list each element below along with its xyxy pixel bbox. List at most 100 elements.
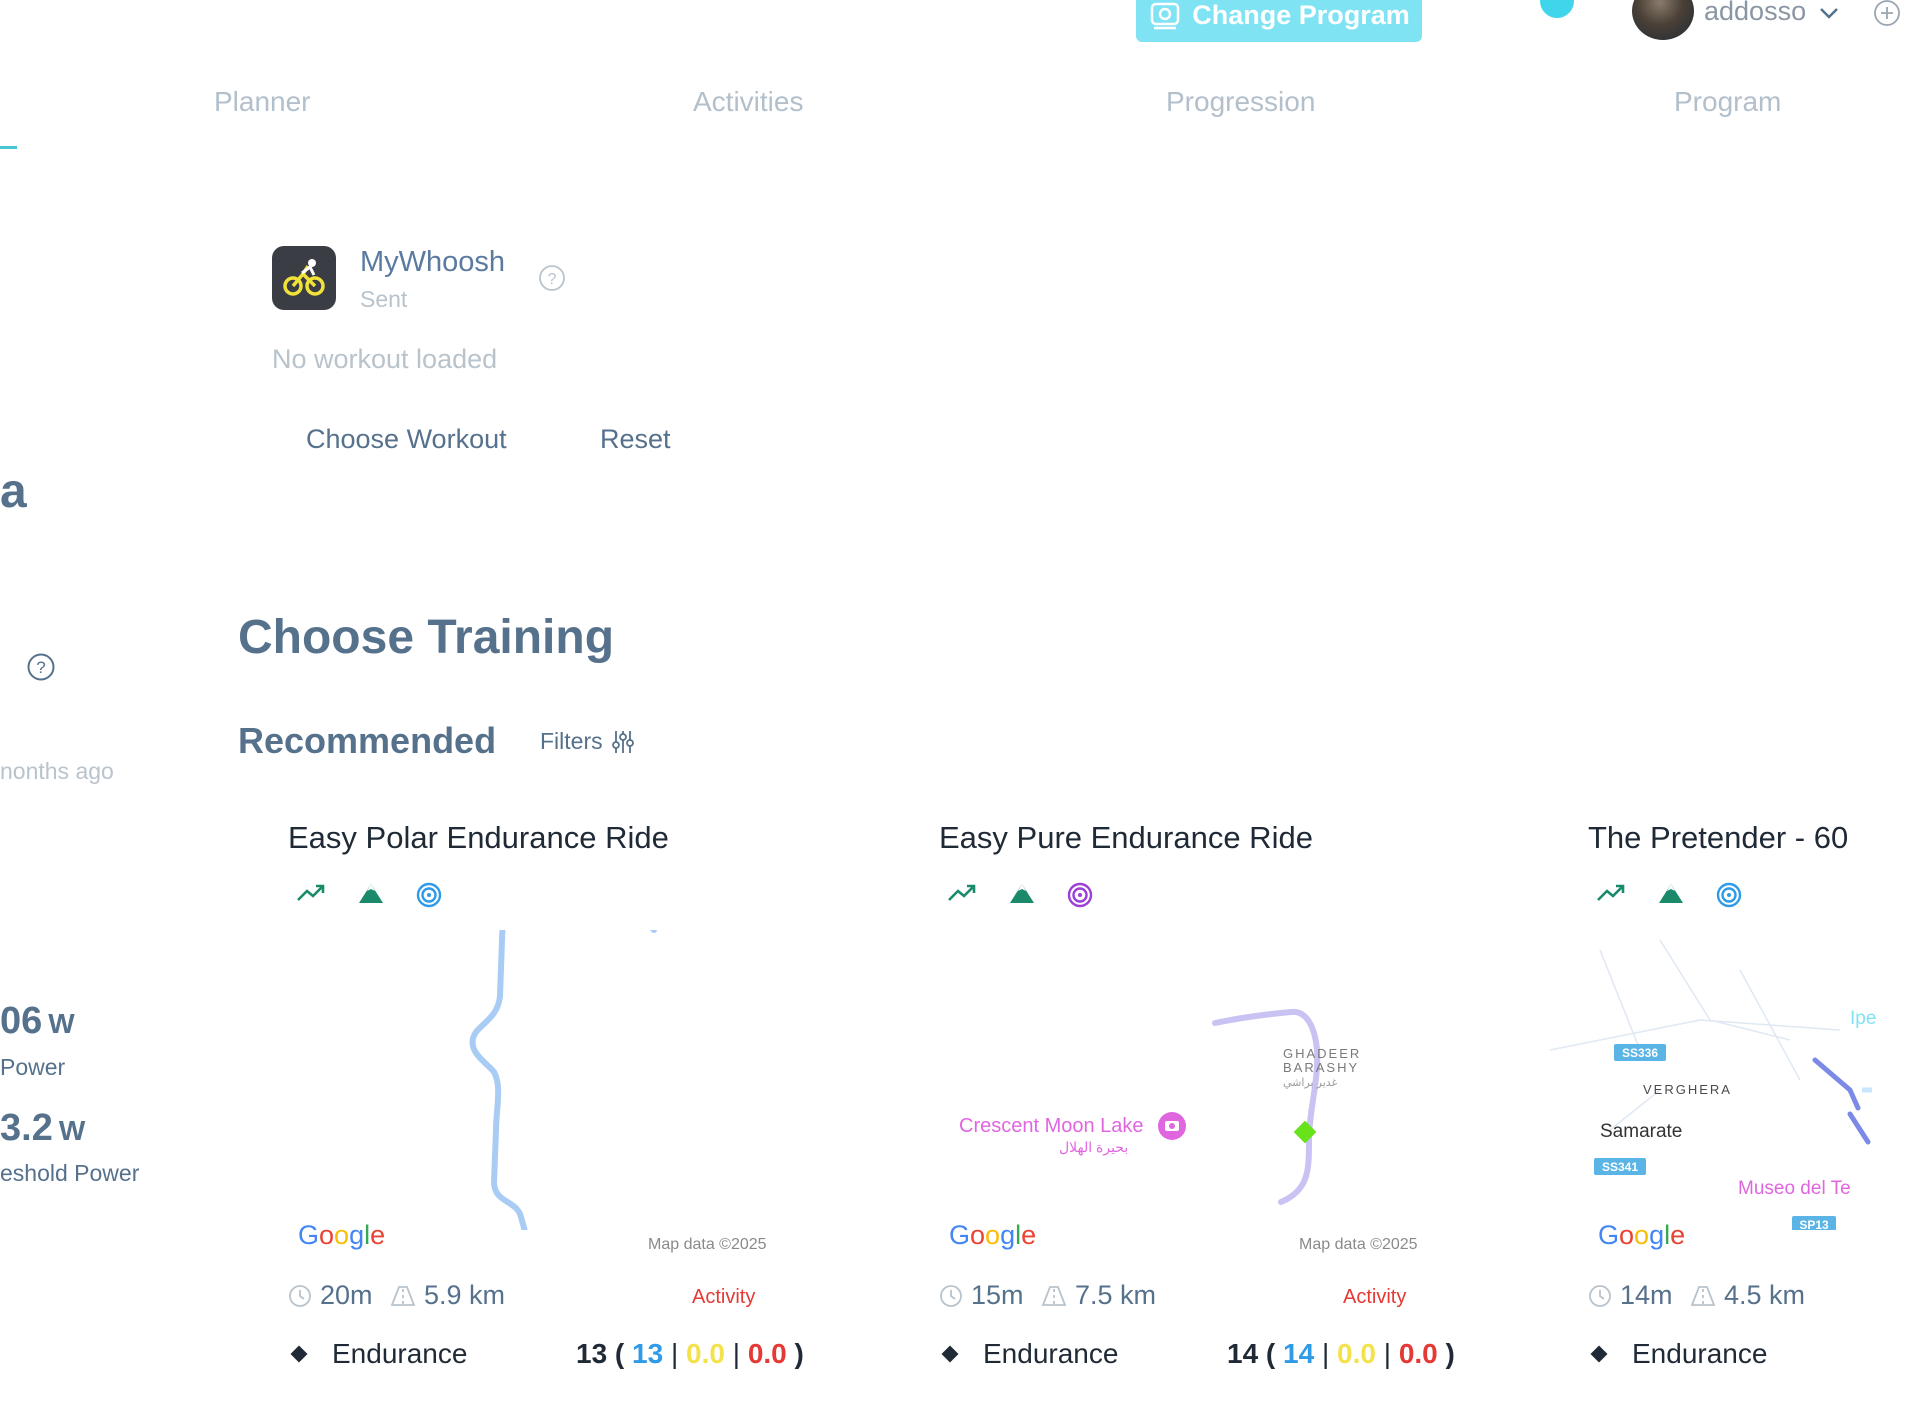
map-label-arabic-lake: بحيرة الهلال <box>1059 1139 1128 1156</box>
zone-tag: Endurance <box>1588 1338 1767 1370</box>
zone-label: Endurance <box>1632 1338 1768 1369</box>
target-icon <box>1716 882 1742 908</box>
card-title: Easy Pure Endurance Ride <box>939 820 1313 855</box>
threshold-power-label: eshold Power <box>0 1160 140 1186</box>
tab-planner[interactable]: Planner <box>214 86 311 117</box>
duration-stat: 14m <box>1588 1280 1673 1311</box>
avatar[interactable] <box>1632 0 1694 40</box>
duration-stat: 20m <box>288 1280 373 1311</box>
change-program-button[interactable]: Change Program <box>1136 0 1422 42</box>
power-label: Power <box>0 1054 66 1080</box>
target-icon <box>1067 882 1093 908</box>
map-data-credit: Map data ©2025 <box>1299 1236 1418 1253</box>
route-line <box>1812 1057 1871 1145</box>
road-icon <box>390 1285 416 1306</box>
cyclist-icon <box>283 259 325 296</box>
activity-label: Activity <box>1343 1286 1407 1308</box>
google-logo: Google <box>298 1220 386 1250</box>
choose-workout-button[interactable]: Choose Workout <box>306 424 507 454</box>
distance-stat: 5.9 km <box>390 1280 505 1311</box>
power-value: 06 W <box>0 1000 75 1043</box>
duration-value: 14m <box>1620 1280 1673 1310</box>
tss-zone-3: 0.0 <box>1398 1338 1438 1369</box>
google-logo: Google <box>1598 1220 1686 1250</box>
filters-button[interactable]: Filters <box>540 728 635 755</box>
poi-marker-icon <box>1158 1112 1186 1140</box>
tab-progression[interactable]: Progression <box>1166 86 1316 117</box>
distance-stat: 4.5 km <box>1690 1280 1805 1311</box>
no-workout-text: No workout loaded <box>272 344 498 374</box>
route-map[interactable] <box>288 930 858 1230</box>
route-map[interactable]: GHADEER BARASHY غدير براشي Crescent Moon… <box>939 970 1509 1240</box>
tss-total: 14 <box>1227 1338 1259 1369</box>
mywhoosh-logo <box>272 246 336 310</box>
distance-value: 4.5 km <box>1724 1280 1806 1310</box>
duration-stat: 15m <box>939 1280 1024 1311</box>
tab-activities[interactable]: Activities <box>693 86 804 117</box>
training-card[interactable]: The Pretender - 60 SS336 VERGHERA Samara… <box>1540 820 1920 1380</box>
mountain-icon <box>1659 884 1683 903</box>
distance-value: 7.5 km <box>1075 1280 1157 1310</box>
duration-value: 15m <box>971 1280 1024 1310</box>
map-label-crescent: Crescent Moon Lake <box>959 1115 1144 1137</box>
tab-program[interactable]: Program <box>1674 86 1782 117</box>
svg-text:?: ? <box>548 271 557 288</box>
tss-zone-3: 0.0 <box>747 1338 787 1369</box>
chevron-down-icon[interactable] <box>1818 2 1840 24</box>
map-label-samarate: Samarate <box>1600 1121 1682 1142</box>
duration-value: 20m <box>320 1280 373 1310</box>
target-icon <box>416 882 442 908</box>
road-shield <box>1792 1216 1836 1230</box>
route-line <box>469 930 657 1230</box>
power-unit: W <box>48 1008 75 1039</box>
app-name: MyWhoosh <box>360 246 506 278</box>
reset-button[interactable]: Reset <box>600 424 671 454</box>
diamond-icon <box>941 1345 959 1363</box>
sliders-icon <box>611 730 634 753</box>
distance-stat: 7.5 km <box>1041 1280 1156 1311</box>
username[interactable]: addosso <box>1704 0 1807 26</box>
trend-up-icon <box>948 884 976 901</box>
map-label-arabic-ghadeer: غدير براشي <box>1283 1077 1338 1089</box>
threshold-unit: W <box>58 1115 86 1146</box>
mountain-icon <box>359 884 383 903</box>
card-title: Easy Polar Endurance Ride <box>288 820 669 855</box>
svg-text:?: ? <box>36 658 45 677</box>
map-label-ss341: SS341 <box>1602 1160 1638 1174</box>
threshold-number: 3.2 <box>0 1107 53 1149</box>
road-shield <box>1594 1158 1646 1175</box>
tss-zone-1: 14 <box>1283 1338 1315 1369</box>
change-program-label: Change Program <box>1192 0 1410 30</box>
training-card[interactable]: Easy Polar Endurance Ride Google Map dat… <box>240 820 860 1380</box>
plus-circle-icon[interactable] <box>1872 0 1902 28</box>
filters-label: Filters <box>540 728 603 754</box>
trend-up-icon <box>297 884 325 901</box>
diamond-icon <box>1590 1345 1608 1363</box>
map-label-sp13: SP13 <box>1799 1218 1829 1230</box>
zone-tag: Endurance <box>288 1338 467 1370</box>
tss-zone-1: 13 <box>632 1338 664 1369</box>
activity-label: Activity <box>692 1286 756 1308</box>
zone-label: Endurance <box>332 1338 468 1369</box>
route-map[interactable]: SS336 VERGHERA Samarate SS341 Museo del … <box>1540 930 1880 1230</box>
help-icon[interactable]: ? <box>538 264 566 292</box>
mountain-icon <box>1010 884 1034 903</box>
distance-value: 5.9 km <box>424 1280 506 1310</box>
map-data-credit: Map data ©2025 <box>648 1236 767 1253</box>
diamond-icon <box>290 1345 308 1363</box>
threshold-power-value: 3.2 W <box>0 1107 85 1150</box>
map-label-ss336: SS336 <box>1622 1046 1658 1060</box>
tss-zone-2: 0.0 <box>686 1338 725 1369</box>
zone-tag: Endurance <box>939 1338 1118 1370</box>
notification-badge[interactable] <box>1540 0 1574 18</box>
clock-icon <box>940 1284 962 1307</box>
card-icons <box>947 882 1093 908</box>
training-card[interactable]: Easy Pure Endurance Ride GHADEER BARASHY… <box>891 820 1511 1380</box>
sidebar-title: a <box>0 465 27 518</box>
road-shield <box>1614 1044 1666 1061</box>
card-title: The Pretender - 60 <box>1588 820 1849 855</box>
trend-up-icon <box>1597 884 1625 901</box>
clock-icon <box>1589 1284 1611 1307</box>
help-icon[interactable]: ? <box>26 652 56 682</box>
clock-icon <box>289 1284 311 1307</box>
